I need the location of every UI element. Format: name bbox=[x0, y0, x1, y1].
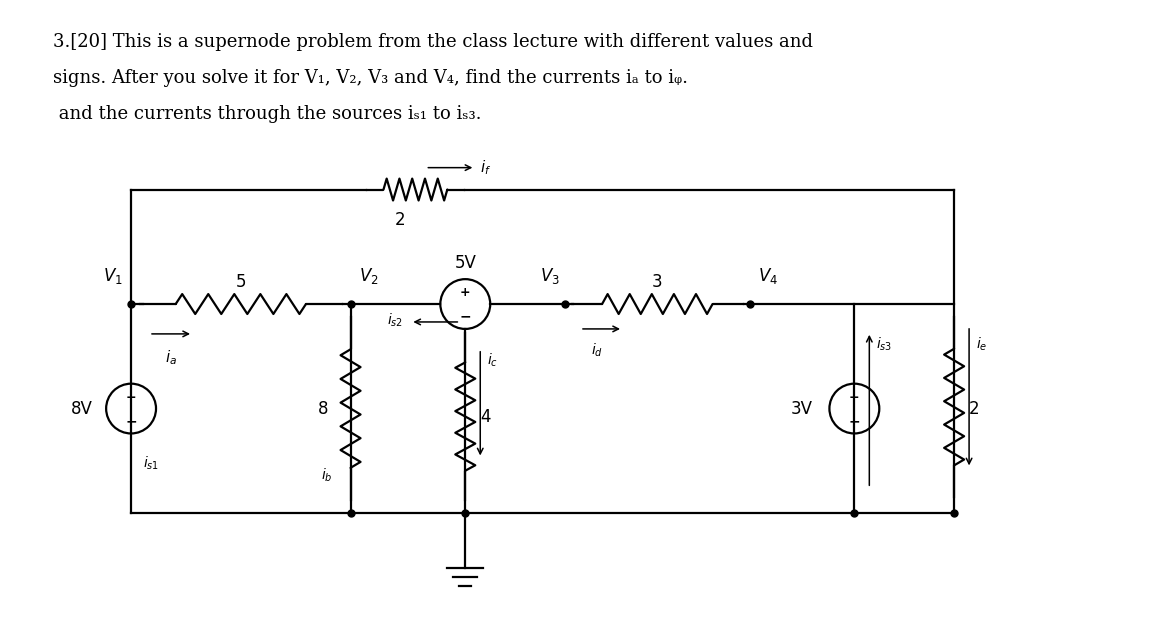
Text: $V_1$: $V_1$ bbox=[103, 266, 123, 286]
Text: $i_f$: $i_f$ bbox=[480, 158, 491, 177]
Text: 4: 4 bbox=[480, 407, 490, 426]
Text: $V_3$: $V_3$ bbox=[541, 266, 560, 286]
Text: 3.[20] This is a supernode problem from the class lecture with different values : 3.[20] This is a supernode problem from … bbox=[54, 33, 813, 51]
Text: 8: 8 bbox=[318, 399, 329, 417]
Text: +: + bbox=[849, 391, 860, 404]
Text: $i_c$: $i_c$ bbox=[487, 352, 498, 369]
Text: 8V: 8V bbox=[71, 399, 94, 417]
Text: 2: 2 bbox=[395, 212, 406, 230]
Text: $V_4$: $V_4$ bbox=[758, 266, 778, 286]
Text: $i_e$: $i_e$ bbox=[976, 336, 987, 353]
Text: −: − bbox=[848, 414, 860, 428]
Text: $i_{s3}$: $i_{s3}$ bbox=[876, 336, 893, 353]
Text: $i_b$: $i_b$ bbox=[321, 467, 332, 484]
Text: $i_d$: $i_d$ bbox=[591, 342, 603, 359]
Text: and the currents through the sources iₛ₁ to iₛ₃.: and the currents through the sources iₛ₁… bbox=[54, 105, 482, 123]
Text: 3: 3 bbox=[652, 273, 662, 291]
Text: −: − bbox=[460, 310, 472, 323]
Text: $i_{s2}$: $i_{s2}$ bbox=[387, 311, 404, 329]
Text: signs. After you solve it for V₁, V₂, V₃ and V₄, find the currents iₐ to iᵩ.: signs. After you solve it for V₁, V₂, V₃… bbox=[54, 69, 688, 87]
Text: 2: 2 bbox=[969, 399, 979, 417]
Text: −: − bbox=[125, 414, 137, 428]
Text: $i_{s1}$: $i_{s1}$ bbox=[143, 455, 159, 472]
Text: +: + bbox=[460, 286, 470, 300]
Text: 5V: 5V bbox=[454, 254, 476, 272]
Text: +: + bbox=[125, 391, 137, 404]
Text: 3V: 3V bbox=[791, 399, 812, 417]
Text: 5: 5 bbox=[235, 273, 246, 291]
Text: $i_a$: $i_a$ bbox=[165, 348, 177, 366]
Text: $V_2$: $V_2$ bbox=[358, 266, 378, 286]
